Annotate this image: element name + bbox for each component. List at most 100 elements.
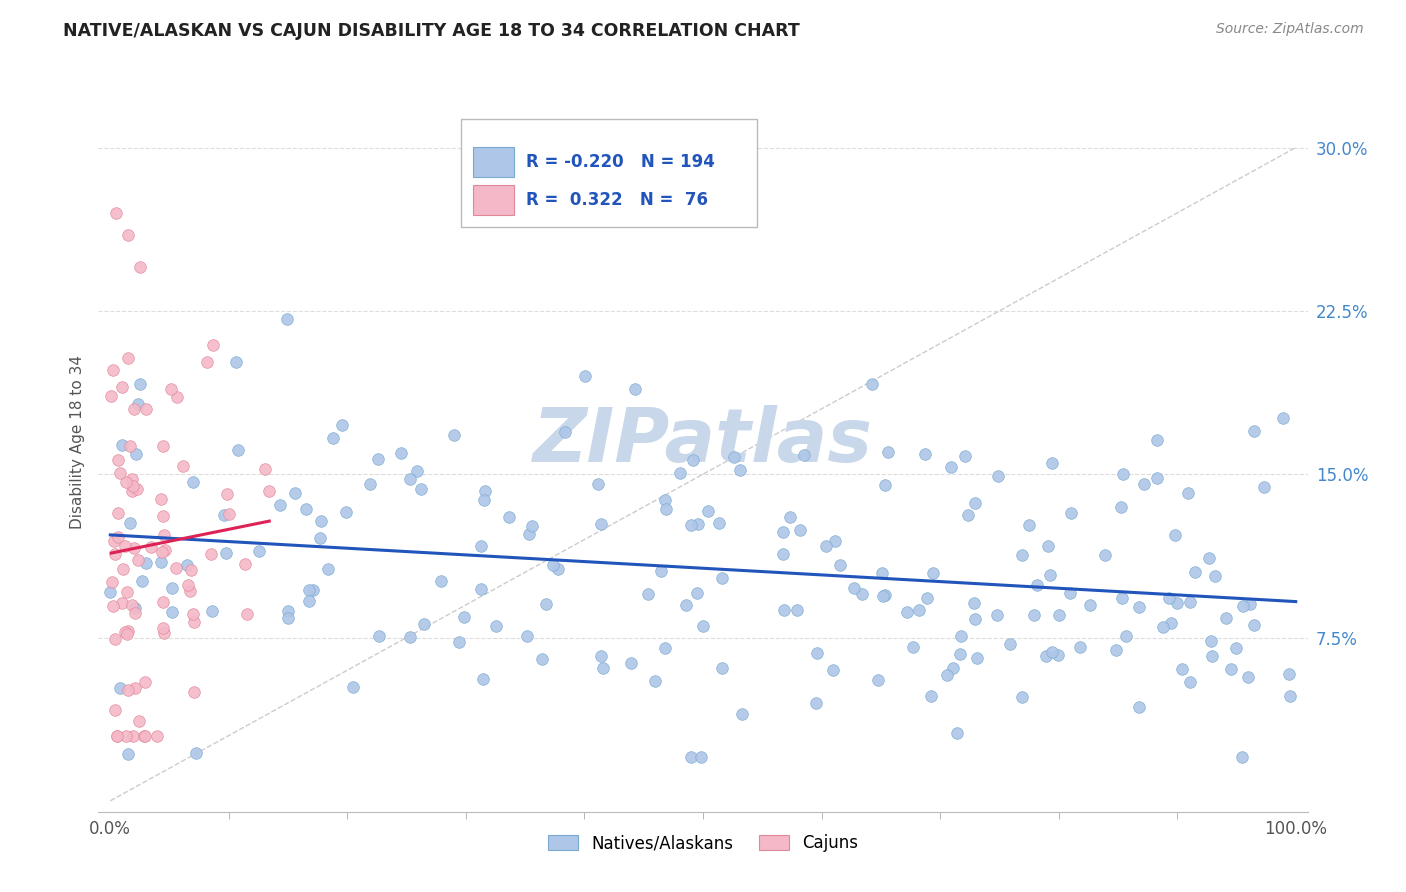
Point	[1026, 577, 1049, 591]
Point	[692, 618, 714, 632]
Point	[986, 608, 1008, 623]
Point	[644, 674, 666, 689]
Point	[679, 750, 702, 764]
Point	[821, 663, 844, 677]
Point	[908, 602, 931, 616]
Point	[111, 596, 134, 610]
Point	[225, 355, 247, 369]
Point	[335, 505, 357, 519]
Point	[152, 439, 174, 453]
Point	[860, 376, 883, 391]
Point	[1040, 645, 1063, 659]
Point	[870, 566, 893, 581]
Point	[202, 337, 225, 351]
Point	[129, 260, 152, 275]
Point	[531, 652, 554, 666]
Point	[1128, 700, 1150, 714]
FancyBboxPatch shape	[461, 120, 758, 227]
Point	[1128, 599, 1150, 614]
Point	[100, 585, 122, 599]
Point	[471, 672, 494, 686]
Point	[773, 603, 796, 617]
Point	[1035, 649, 1057, 664]
Point	[679, 517, 702, 532]
Point	[217, 487, 239, 501]
Point	[1047, 648, 1070, 663]
Point	[367, 629, 389, 643]
Point	[1225, 640, 1247, 655]
Point	[655, 502, 678, 516]
Point	[236, 607, 259, 621]
Point	[1094, 549, 1116, 563]
Point	[1115, 629, 1137, 643]
Point	[731, 706, 754, 721]
Point	[212, 508, 235, 522]
Point	[1243, 424, 1265, 438]
Point	[108, 467, 131, 481]
Point	[127, 482, 149, 496]
Point	[965, 612, 987, 626]
FancyBboxPatch shape	[472, 147, 515, 178]
Point	[318, 562, 340, 576]
Point	[941, 460, 963, 475]
Point	[650, 564, 672, 578]
Point	[1109, 500, 1132, 514]
Point	[298, 583, 321, 598]
Point	[474, 483, 496, 498]
Point	[873, 478, 896, 492]
Point	[1133, 476, 1156, 491]
Point	[277, 604, 299, 618]
Point	[779, 510, 801, 524]
Point	[1166, 596, 1188, 610]
Point	[197, 355, 219, 369]
Point	[115, 475, 138, 489]
Point	[105, 729, 128, 743]
Point	[922, 566, 945, 580]
Point	[411, 482, 433, 496]
Point	[1146, 433, 1168, 447]
Point	[176, 558, 198, 572]
Point	[183, 685, 205, 699]
Point	[201, 604, 224, 618]
Point	[342, 680, 364, 694]
Point	[1243, 618, 1265, 632]
Point	[710, 571, 733, 585]
Point	[107, 506, 129, 520]
Point	[117, 682, 139, 697]
Point	[135, 402, 157, 417]
Point	[1232, 599, 1254, 613]
Point	[1112, 467, 1135, 482]
Point	[104, 632, 127, 647]
Point	[249, 543, 271, 558]
Point	[470, 539, 492, 553]
Point	[806, 646, 828, 660]
Point	[1152, 620, 1174, 634]
Point	[112, 562, 135, 576]
Point	[181, 475, 204, 489]
Point	[118, 516, 141, 531]
Point	[710, 660, 733, 674]
Point	[181, 607, 204, 621]
Point	[470, 582, 492, 596]
Point	[215, 546, 238, 560]
Point	[122, 401, 145, 416]
Point	[233, 557, 256, 571]
Point	[1239, 597, 1261, 611]
Point	[111, 438, 134, 452]
Point	[259, 484, 281, 499]
Point	[1069, 640, 1091, 654]
Point	[166, 390, 188, 404]
Point	[107, 453, 129, 467]
Point	[690, 750, 713, 764]
Point	[276, 311, 298, 326]
Text: R = -0.220   N = 194: R = -0.220 N = 194	[526, 153, 716, 171]
Point	[253, 461, 276, 475]
Point	[1036, 539, 1059, 553]
Point	[127, 553, 149, 567]
Point	[104, 703, 127, 717]
Point	[121, 472, 143, 486]
Point	[654, 492, 676, 507]
Point	[124, 681, 146, 695]
Point	[896, 605, 918, 619]
Point	[100, 389, 122, 403]
